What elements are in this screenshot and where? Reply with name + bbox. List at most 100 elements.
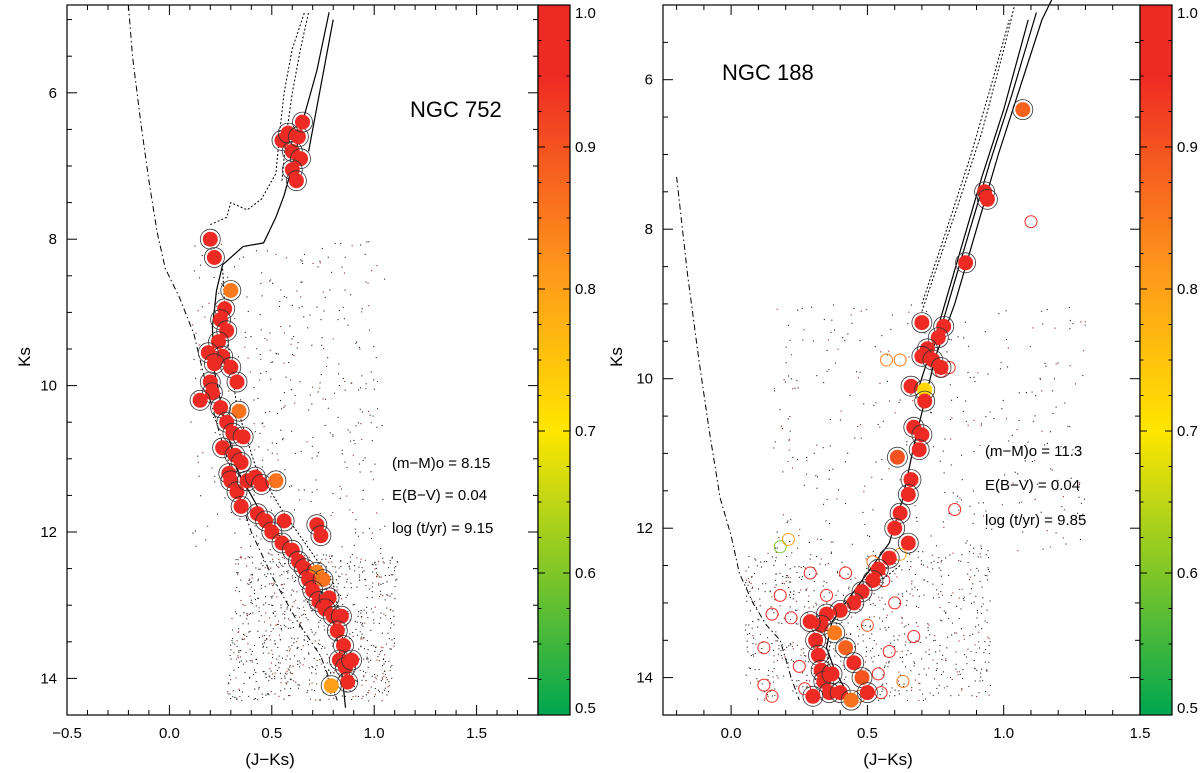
field-star (375, 567, 377, 569)
field-star (271, 604, 273, 606)
colorbar-tick-label: 0.6 (1177, 565, 1198, 582)
member-star (838, 640, 854, 656)
field-star (1060, 446, 1062, 448)
field-star (382, 665, 384, 667)
field-star (214, 432, 216, 434)
field-star (964, 654, 966, 656)
field-star (932, 446, 934, 448)
field-star (327, 677, 329, 679)
field-star (746, 600, 748, 602)
member-star-ring (977, 188, 998, 210)
field-star (391, 557, 393, 559)
field-star (978, 624, 980, 626)
field-star (239, 557, 241, 559)
field-star (374, 463, 376, 465)
field-star (835, 594, 837, 596)
field-star (1017, 473, 1019, 475)
field-star (987, 636, 989, 638)
field-star (393, 567, 395, 569)
field-star (771, 596, 773, 598)
field-star (904, 633, 906, 635)
field-star (316, 554, 318, 556)
field-star (944, 491, 946, 493)
field-star (213, 276, 215, 278)
field-star (1005, 339, 1007, 341)
member-star-ring (189, 389, 211, 411)
field-star (965, 656, 967, 658)
field-star (836, 498, 838, 500)
field-star (864, 579, 866, 581)
field-star (390, 608, 392, 610)
field-star (280, 625, 282, 627)
field-star (347, 324, 349, 326)
field-star (249, 557, 251, 559)
field-star (859, 609, 861, 611)
field-star (233, 652, 235, 654)
field-star (911, 583, 913, 585)
field-star (916, 622, 918, 624)
field-star (925, 637, 927, 639)
field-star (820, 558, 822, 560)
field-star (382, 647, 384, 649)
field-star (293, 354, 295, 356)
member-star (914, 427, 930, 443)
field-star (984, 620, 986, 622)
field-star (390, 622, 392, 624)
field-star (293, 680, 295, 682)
field-star (938, 684, 940, 686)
field-star (311, 491, 313, 493)
field-star (838, 489, 840, 491)
field-star (235, 563, 237, 565)
candidate-star (765, 607, 779, 621)
field-star (933, 640, 935, 642)
field-star (944, 438, 946, 440)
annotation-distance-modulus: (m−M)o = 11.3 (985, 443, 1082, 460)
field-star (198, 475, 200, 477)
colorbar-gradient (537, 4, 571, 716)
field-star (1055, 406, 1057, 408)
field-star (745, 570, 747, 572)
field-star (284, 617, 286, 619)
field-star (353, 667, 355, 669)
field-star (394, 570, 396, 572)
field-star (963, 634, 965, 636)
field-star (266, 646, 268, 648)
field-star (973, 668, 975, 670)
colorbar-right: 0.50.60.70.80.91.0 (1139, 4, 1198, 717)
field-star (265, 370, 267, 372)
field-star (269, 676, 271, 678)
field-star (249, 545, 251, 547)
member-star-ring (216, 320, 238, 342)
field-star (320, 655, 322, 657)
field-star (968, 685, 970, 687)
field-star (962, 678, 964, 680)
field-star (249, 371, 251, 373)
candidate-star (803, 566, 817, 580)
field-star (773, 564, 775, 566)
field-star (990, 455, 992, 457)
member-star (892, 505, 908, 521)
field-star (362, 489, 364, 491)
field-star (342, 377, 344, 379)
field-star (244, 558, 246, 560)
field-star (966, 540, 968, 542)
field-star (368, 241, 370, 243)
field-star (320, 319, 322, 321)
field-star (396, 561, 398, 563)
field-star (329, 557, 331, 559)
field-star (261, 272, 263, 274)
field-star (340, 560, 342, 562)
field-star (937, 593, 939, 595)
field-star (832, 304, 834, 306)
field-star (908, 569, 910, 571)
field-star (750, 682, 752, 684)
field-star (259, 314, 261, 316)
field-star (249, 578, 251, 580)
field-star (335, 608, 337, 610)
field-star (263, 426, 265, 428)
field-star (260, 538, 262, 540)
field-star (901, 656, 903, 658)
field-star (240, 557, 242, 559)
field-star (221, 283, 223, 285)
field-star (262, 652, 264, 654)
